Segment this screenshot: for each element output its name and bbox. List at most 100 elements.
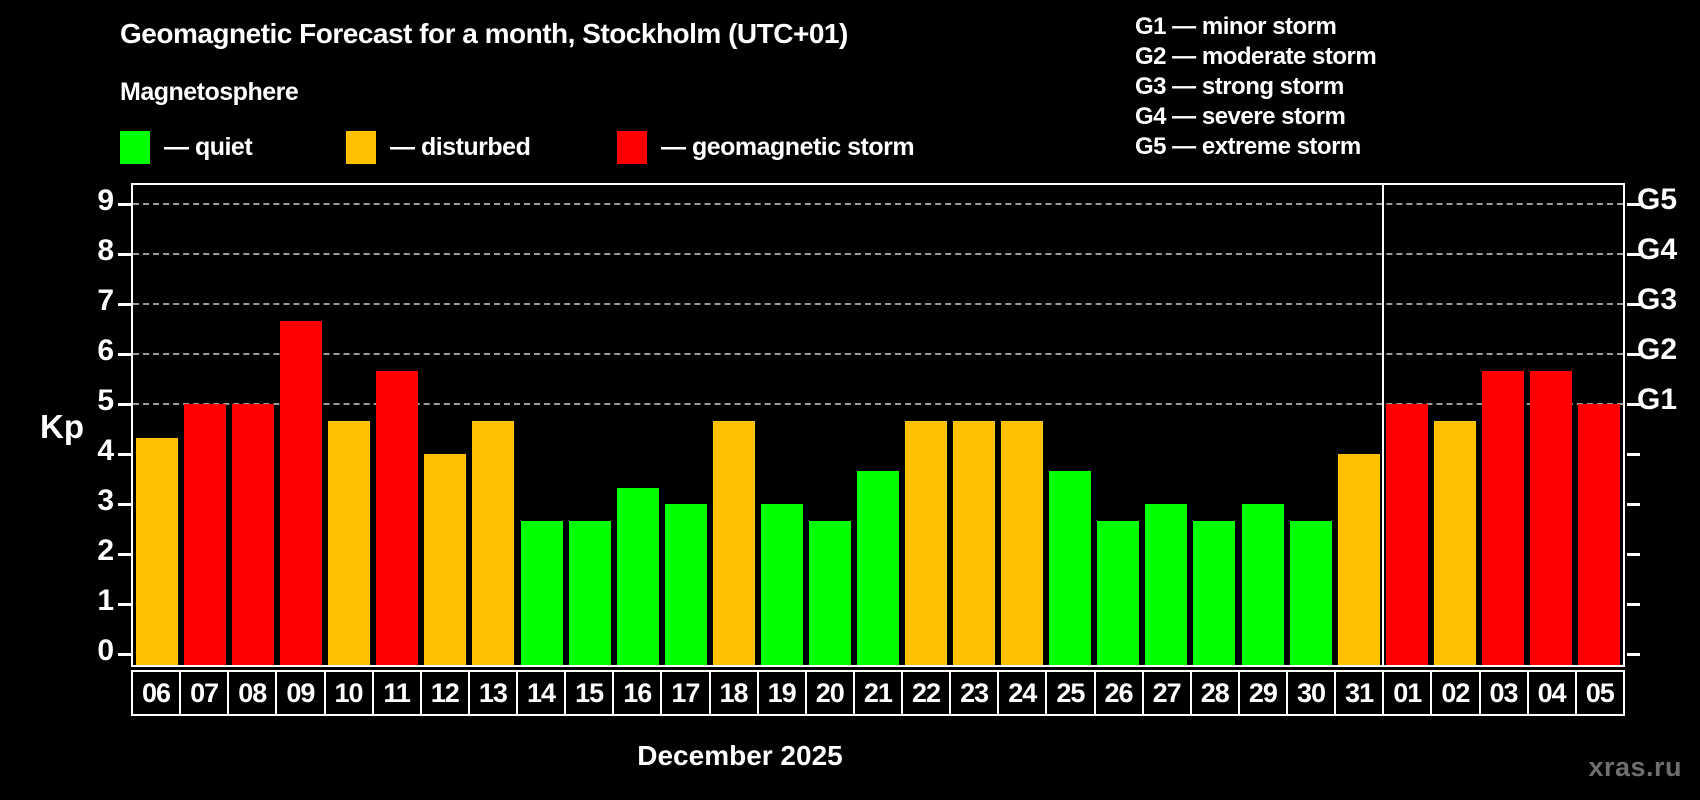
bar-day-30 — [1289, 520, 1332, 665]
day-cell-09: 09 — [275, 670, 326, 716]
day-cell-27: 27 — [1141, 670, 1192, 716]
right-tick-kp-9 — [1627, 203, 1640, 206]
day-cell-10: 10 — [323, 670, 374, 716]
right-tick-kp-5 — [1627, 403, 1640, 406]
x-axis-title: December 2025 — [637, 740, 843, 771]
right-axis-label-g1: G1 — [1637, 383, 1678, 416]
y-tick-label-7: 7 — [97, 284, 114, 317]
left-tick-kp-3 — [118, 503, 131, 506]
left-tick-kp-7 — [118, 303, 131, 306]
left-tick-kp-1 — [118, 603, 131, 606]
bar-day-14 — [520, 520, 563, 665]
bar-day-11 — [376, 370, 419, 665]
day-cell-14: 14 — [516, 670, 567, 716]
bar-day-26 — [1097, 520, 1140, 665]
bar-day-01 — [1385, 404, 1428, 665]
legend-item-quiet: — quiet — [120, 131, 253, 164]
day-cell-30: 30 — [1286, 670, 1337, 716]
day-cell-22: 22 — [901, 670, 952, 716]
y-tick-label-8: 8 — [97, 234, 114, 267]
bar-day-03 — [1481, 370, 1524, 665]
gridline-kp-5 — [133, 403, 1623, 405]
right-tick-kp-3 — [1627, 503, 1640, 506]
right-axis-label-g5: G5 — [1637, 183, 1678, 216]
month-divider-line — [1381, 185, 1384, 665]
right-axis-label-g4: G4 — [1637, 233, 1678, 266]
bar-day-20 — [808, 520, 851, 665]
g-scale-legend: G1 — minor storm G2 — moderate storm G3 … — [1135, 12, 1377, 162]
bar-day-29 — [1241, 504, 1284, 665]
day-cell-13: 13 — [467, 670, 518, 716]
bar-day-13 — [472, 420, 515, 665]
day-cell-02: 02 — [1430, 670, 1481, 716]
day-cell-31: 31 — [1334, 670, 1385, 716]
bar-day-24 — [1001, 420, 1044, 665]
right-tick-kp-0 — [1627, 653, 1640, 656]
bar-day-17 — [664, 504, 707, 665]
y-tick-label-3: 3 — [97, 484, 114, 517]
day-cell-01: 01 — [1382, 670, 1433, 716]
day-cell-06: 06 — [131, 670, 182, 716]
day-cell-16: 16 — [612, 670, 663, 716]
left-tick-kp-9 — [118, 203, 131, 206]
bar-day-05 — [1577, 404, 1620, 665]
day-cell-07: 07 — [179, 670, 230, 716]
bar-day-02 — [1433, 420, 1476, 665]
y-tick-label-4: 4 — [97, 434, 114, 467]
quiet-color-swatch — [120, 131, 150, 164]
legend-label-storm: — geomagnetic storm — [661, 133, 915, 161]
left-tick-kp-4 — [118, 453, 131, 456]
bar-day-08 — [232, 404, 275, 665]
day-cell-23: 23 — [949, 670, 1000, 716]
g-scale-legend-line-g5: G5 — extreme storm — [1135, 133, 1361, 160]
left-tick-kp-5 — [118, 403, 131, 406]
day-cell-24: 24 — [997, 670, 1048, 716]
day-cell-05: 05 — [1574, 670, 1625, 716]
bar-day-06 — [136, 437, 179, 665]
bar-day-19 — [760, 504, 803, 665]
y-tick-label-1: 1 — [97, 584, 114, 617]
bar-day-28 — [1193, 520, 1236, 665]
gridline-kp-8 — [133, 253, 1623, 255]
y-tick-label-5: 5 — [97, 384, 114, 417]
y-axis-title: Kp — [40, 408, 84, 445]
page-title: Geomagnetic Forecast for a month, Stockh… — [120, 18, 848, 49]
bar-day-22 — [905, 420, 948, 665]
legend-label-disturbed: — disturbed — [390, 133, 531, 161]
g-scale-legend-line-g2: G2 — moderate storm — [1135, 43, 1377, 70]
right-tick-kp-2 — [1627, 553, 1640, 556]
day-cell-29: 29 — [1237, 670, 1288, 716]
g-scale-legend-line-g4: G4 — severe storm — [1135, 103, 1346, 130]
chart-subtitle: Magnetosphere — [120, 78, 299, 106]
bar-day-16 — [616, 487, 659, 665]
day-cell-25: 25 — [1045, 670, 1096, 716]
left-tick-kp-8 — [118, 253, 131, 256]
day-cell-19: 19 — [756, 670, 807, 716]
bar-day-12 — [424, 454, 467, 665]
bar-day-21 — [857, 470, 899, 665]
y-tick-label-6: 6 — [97, 334, 114, 367]
right-tick-kp-1 — [1627, 603, 1640, 606]
gridline-kp-6 — [133, 353, 1623, 355]
right-tick-kp-8 — [1627, 253, 1640, 256]
left-tick-kp-6 — [118, 353, 131, 356]
day-cell-08: 08 — [227, 670, 278, 716]
bar-day-10 — [328, 420, 371, 665]
legend-item-disturbed: — disturbed — [346, 131, 531, 164]
bar-day-04 — [1529, 370, 1572, 665]
legend-label-quiet: — quiet — [164, 133, 253, 161]
legend-item-storm: — geomagnetic storm — [617, 131, 915, 164]
watermark: xras.ru — [1588, 752, 1682, 782]
bar-day-25 — [1049, 470, 1092, 665]
g-scale-legend-line-g3: G3 — strong storm — [1135, 73, 1344, 100]
bar-day-15 — [568, 520, 611, 665]
day-cell-20: 20 — [804, 670, 855, 716]
day-cell-15: 15 — [564, 670, 615, 716]
left-tick-kp-2 — [118, 553, 131, 556]
right-tick-kp-7 — [1627, 303, 1640, 306]
y-tick-label-0: 0 — [97, 634, 114, 667]
bar-day-27 — [1145, 504, 1188, 665]
plot-area — [118, 183, 1640, 667]
day-cell-03: 03 — [1478, 670, 1529, 716]
